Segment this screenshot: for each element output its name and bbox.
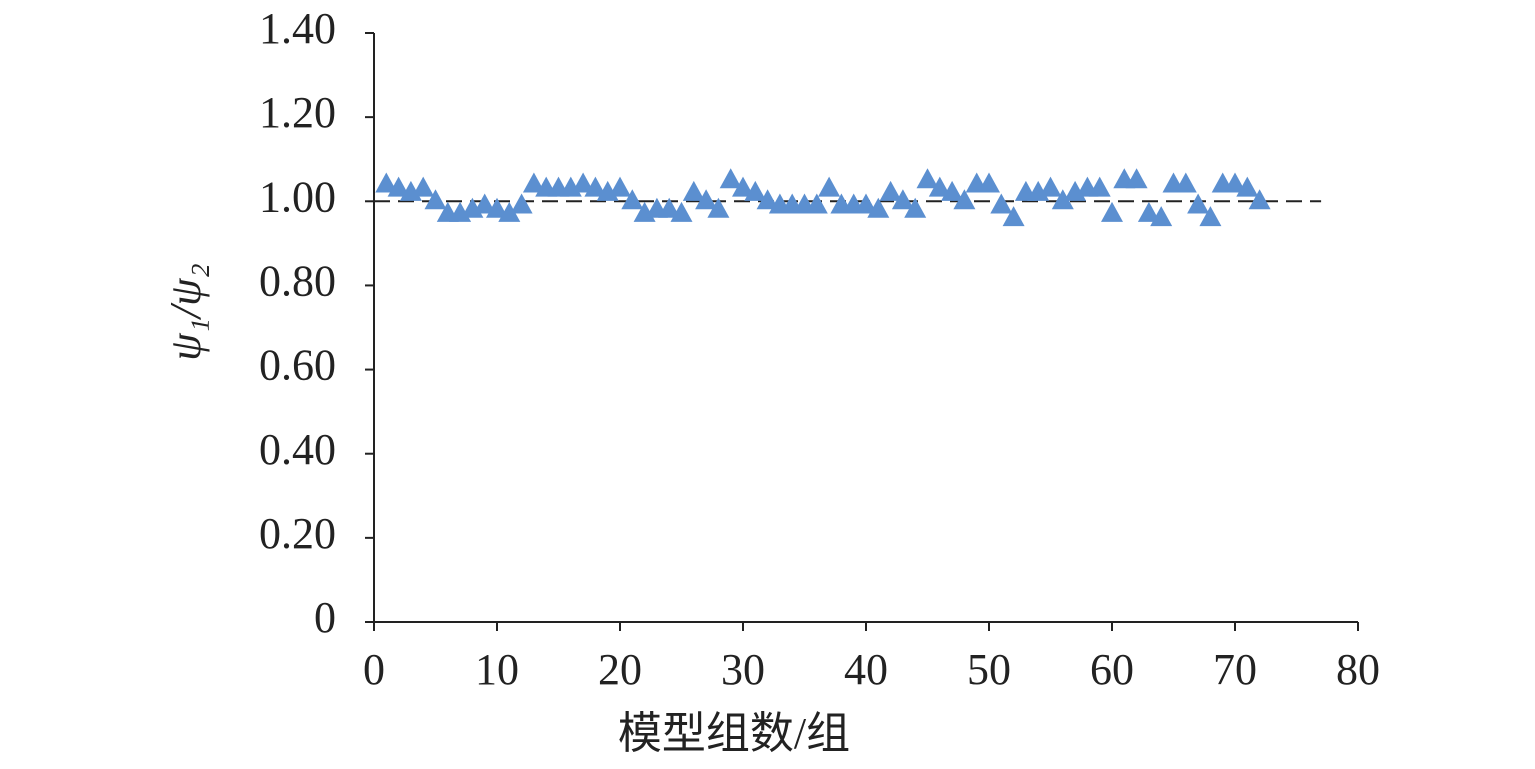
x-tick-label: 0 (363, 645, 385, 694)
marker (990, 193, 1013, 214)
marker (1101, 201, 1123, 222)
marker (732, 176, 754, 197)
x-axis-label: 模型组数/组 (618, 709, 850, 758)
x-tick-label: 50 (967, 645, 1011, 694)
marker (707, 197, 730, 218)
x-tick-label: 20 (598, 645, 642, 694)
marker (953, 189, 976, 210)
marker (609, 176, 631, 197)
x-tick-label: 80 (1336, 645, 1380, 694)
marker (1248, 189, 1271, 210)
x-tick-label: 70 (1213, 645, 1257, 694)
marker (978, 172, 1000, 193)
marker (719, 168, 742, 189)
marker (1224, 172, 1246, 193)
marker (473, 193, 496, 214)
marker (1187, 193, 1210, 214)
marker (904, 197, 927, 218)
marker (1199, 206, 1222, 227)
y-tick-label: 0 (314, 593, 336, 642)
marker (424, 189, 447, 210)
y-tick-label: 0.40 (259, 425, 336, 474)
marker (498, 201, 521, 222)
marker (695, 189, 718, 210)
marker (670, 201, 693, 222)
marker (1051, 189, 1074, 210)
marker (584, 176, 607, 197)
marker (412, 176, 435, 197)
marker (1150, 206, 1173, 227)
marker (522, 172, 545, 193)
marker (1236, 176, 1259, 197)
marker (941, 180, 964, 201)
y-tick-label: 1.20 (259, 88, 336, 137)
marker (682, 180, 705, 201)
marker (855, 193, 877, 214)
marker (879, 180, 902, 201)
marker (1174, 172, 1197, 193)
marker (744, 180, 767, 201)
y-axis-label: ψ₁/ψ₂ (161, 263, 210, 360)
x-tick-label: 40 (844, 645, 888, 694)
y-tick-label: 0.60 (259, 341, 336, 390)
marker (867, 197, 890, 218)
x-tick-label: 10 (475, 645, 519, 694)
marker (1125, 168, 1148, 189)
marker (818, 176, 841, 197)
y-tick-label: 0.20 (259, 509, 336, 558)
marker (621, 189, 644, 210)
x-tick-label: 60 (1090, 645, 1134, 694)
marker (1002, 206, 1025, 227)
marker (486, 197, 508, 218)
marker (387, 176, 410, 197)
marker (928, 176, 951, 197)
y-tick-label: 1.40 (259, 4, 336, 53)
x-tick-label: 30 (721, 645, 765, 694)
y-tick-label: 0.80 (259, 257, 336, 306)
marker (658, 197, 681, 218)
y-tick-label: 1.00 (259, 172, 336, 221)
marker (756, 189, 779, 210)
marker (572, 172, 595, 193)
marker (805, 193, 828, 214)
marker (1137, 201, 1160, 222)
marker (510, 193, 533, 214)
marker (916, 168, 939, 189)
marker (891, 189, 914, 210)
marker (1039, 176, 1062, 197)
marker (375, 172, 398, 193)
marker (1088, 176, 1111, 197)
